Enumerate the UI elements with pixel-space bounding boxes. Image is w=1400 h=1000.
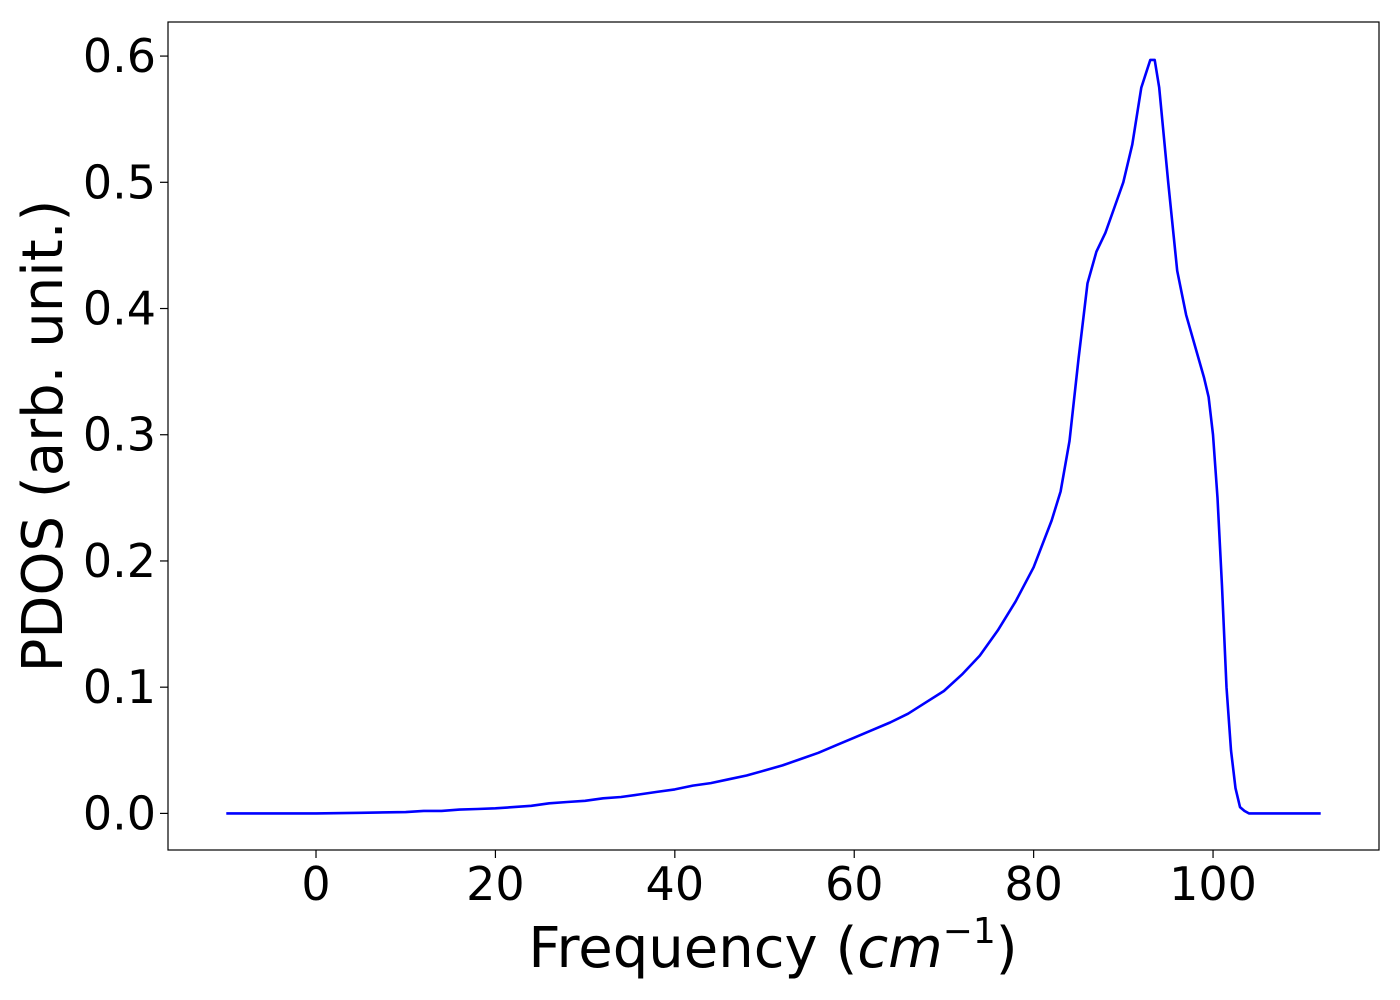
plot-frame: [167, 21, 1380, 851]
y-tick-label: 0.6: [83, 29, 156, 83]
x-tick-label: 80: [1004, 857, 1063, 911]
y-tick-label: 0.2: [83, 534, 156, 588]
x-tick-label: 0: [301, 857, 330, 911]
y-tick-label: 0.3: [83, 408, 156, 462]
x-tick-label: 40: [646, 857, 705, 911]
x-tick-label: 20: [466, 857, 525, 911]
y-tick-label: 0.4: [83, 282, 156, 336]
y-axis-ticks: 0.0 0.1 0.2 0.3 0.4 0.5 0.6: [83, 29, 168, 840]
y-axis-label: PDOS (arb. unit.): [11, 200, 76, 673]
y-tick-label: 0.0: [83, 786, 156, 840]
y-tick-label: 0.5: [83, 155, 156, 209]
pdos-series-line: [226, 58, 1321, 815]
x-axis-label: Frequency (cm−1): [528, 911, 1017, 981]
x-tick-label: 60: [825, 857, 884, 911]
x-tick-label: 100: [1169, 857, 1257, 911]
x-axis-ticks: 0 20 40 60 80 100: [301, 850, 1257, 911]
y-tick-label: 0.1: [83, 660, 156, 714]
